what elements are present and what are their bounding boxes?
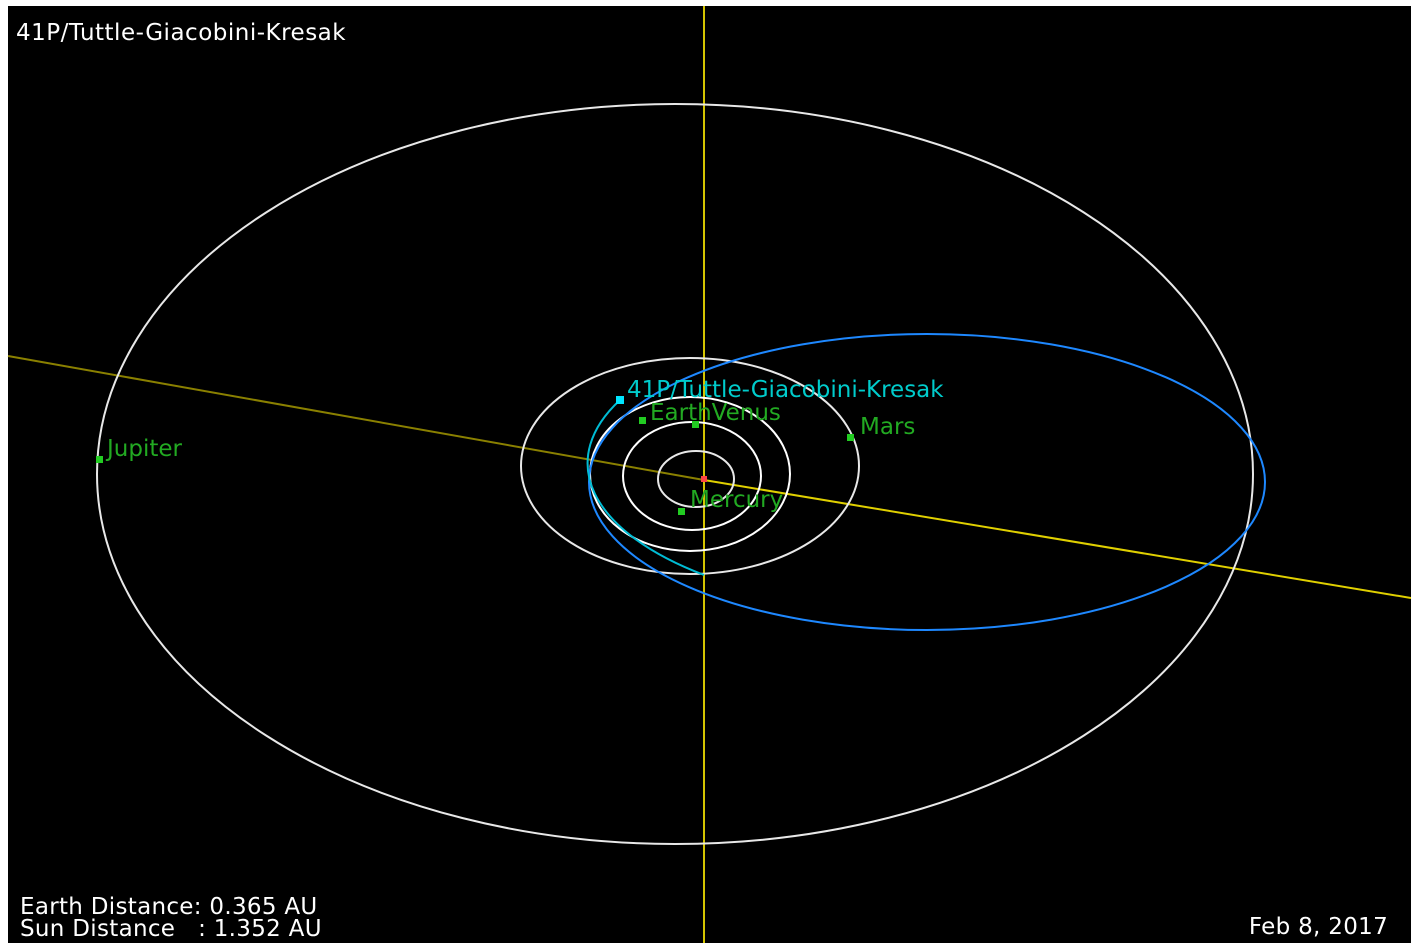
earth-venus-label: EarthVenus <box>650 400 781 426</box>
earth-marker[interactable] <box>639 417 646 424</box>
mars-marker[interactable] <box>847 434 854 441</box>
earth-distance-readout: Earth Distance: 0.365 AU <box>20 894 318 920</box>
sun-distance-readout: Sun Distance : 1.352 AU <box>20 916 322 942</box>
sun-marker <box>701 476 707 482</box>
mercury-orbit <box>657 450 735 508</box>
venus-marker[interactable] <box>692 421 699 428</box>
date-readout: Feb 8, 2017 <box>1249 914 1388 940</box>
diagram-background <box>8 6 1411 943</box>
comet-orbit <box>588 333 1266 631</box>
mercury-label: Mercury <box>690 487 783 513</box>
jupiter-orbit <box>96 103 1254 845</box>
comet-orbit-near-segment <box>586 399 705 576</box>
comet-label: 41P/Tuttle-Giacobini-Kresak <box>627 377 944 403</box>
ecliptic-axis-right <box>703 479 1411 599</box>
jupiter-label: Jupiter <box>105 436 183 462</box>
mars-orbit <box>520 357 860 575</box>
mercury-marker[interactable] <box>678 508 685 515</box>
comet-marker[interactable] <box>616 396 624 404</box>
jupiter-marker[interactable] <box>96 456 103 463</box>
object-title: 41P/Tuttle-Giacobini-Kresak <box>16 20 346 46</box>
mars-label: Mars <box>860 414 915 440</box>
